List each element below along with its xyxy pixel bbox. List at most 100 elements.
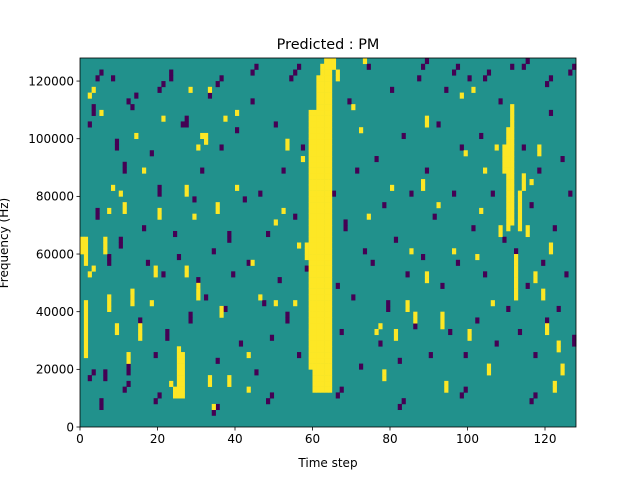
heatmap-cell-high bbox=[308, 230, 313, 238]
heatmap-cell-low bbox=[494, 340, 499, 347]
heatmap-cell-high bbox=[517, 213, 523, 220]
heatmap-cell-high bbox=[91, 86, 96, 93]
heatmap-cell-high bbox=[324, 115, 329, 122]
heatmap-cell-high bbox=[320, 248, 325, 255]
heatmap-cell-high bbox=[308, 161, 313, 168]
heatmap-cell-high bbox=[328, 236, 333, 243]
heatmap-cell-high bbox=[126, 352, 131, 359]
heatmap-cell-high bbox=[316, 161, 321, 168]
heatmap-cell-low bbox=[87, 375, 92, 382]
heatmap-cell-high bbox=[157, 207, 162, 214]
heatmap-cell-high bbox=[320, 230, 325, 238]
heatmap-cell-low bbox=[525, 58, 530, 65]
heatmap-cell-high bbox=[393, 328, 399, 336]
heatmap-cell-high bbox=[405, 300, 410, 307]
heatmap-cell-high bbox=[320, 109, 325, 116]
heatmap-cell-high bbox=[316, 202, 321, 209]
heatmap-cell-low bbox=[215, 403, 220, 411]
heatmap-cell-high bbox=[308, 127, 313, 134]
heatmap-cell-low bbox=[440, 282, 445, 289]
heatmap-cell-low bbox=[173, 230, 178, 238]
heatmap-cell-high bbox=[324, 69, 329, 76]
heatmap-cell-high bbox=[351, 104, 356, 111]
heatmap-cell-high bbox=[308, 173, 313, 180]
heatmap-cell-low bbox=[281, 167, 286, 174]
heatmap-cell-low bbox=[452, 69, 457, 76]
heatmap-cell-high bbox=[320, 346, 325, 353]
heatmap-cell-high bbox=[308, 219, 313, 226]
heatmap-cell-high bbox=[312, 184, 317, 191]
heatmap-cell-high bbox=[324, 386, 329, 393]
heatmap-cell-high bbox=[111, 184, 116, 191]
heatmap-cell-low bbox=[463, 386, 468, 393]
heatmap-cell-high bbox=[83, 254, 89, 261]
heatmap-cell-high bbox=[273, 219, 278, 226]
heatmap-cell-high bbox=[192, 213, 197, 220]
heatmap-cell-high bbox=[324, 213, 329, 220]
x-axis: 0 20 40 60 80 100 120 bbox=[76, 427, 556, 446]
heatmap-cell-high bbox=[316, 98, 321, 105]
heatmap-cell-low bbox=[378, 340, 383, 347]
heatmap-cell-high bbox=[308, 357, 313, 364]
heatmap-cell-high bbox=[320, 369, 325, 376]
heatmap-cell-low bbox=[390, 86, 395, 93]
heatmap-cell-high bbox=[328, 271, 333, 278]
heatmap-cell-high bbox=[312, 375, 317, 382]
heatmap-cell-low bbox=[417, 75, 422, 82]
heatmap-cell-low bbox=[486, 69, 492, 76]
heatmap-cell-high bbox=[320, 386, 325, 393]
heatmap-cell-high bbox=[320, 363, 325, 370]
heatmap-cell-high bbox=[83, 328, 89, 336]
heatmap-cell-high bbox=[316, 230, 321, 238]
heatmap-cell-high bbox=[320, 288, 325, 295]
heatmap-cell-high bbox=[130, 288, 135, 295]
heatmap-cell-high bbox=[362, 58, 368, 65]
heatmap-cell-high bbox=[324, 63, 329, 70]
heatmap-cell-high bbox=[312, 288, 317, 295]
heatmap-cell-high bbox=[308, 282, 313, 289]
heatmap-cell-low bbox=[545, 317, 550, 324]
heatmap-cell-high bbox=[510, 156, 515, 163]
heatmap-cell-high bbox=[324, 242, 329, 249]
heatmap-cell-high bbox=[180, 363, 185, 370]
heatmap-cell-low bbox=[359, 363, 364, 370]
heatmap-cell-low bbox=[421, 254, 426, 261]
heatmap-cell-high bbox=[328, 375, 333, 382]
heatmap-cell-high bbox=[316, 213, 321, 220]
heatmap-cell-high bbox=[514, 259, 519, 266]
heatmap-cell-low bbox=[227, 236, 232, 243]
heatmap-cell-low bbox=[556, 305, 561, 312]
heatmap-cell-low bbox=[157, 190, 162, 197]
heatmap-cell-low bbox=[250, 69, 255, 76]
heatmap-cell-high bbox=[324, 277, 329, 284]
y-tick-label: 20000 bbox=[36, 363, 74, 377]
heatmap-cell-high bbox=[374, 328, 379, 336]
heatmap-cell-high bbox=[312, 173, 317, 180]
heatmap-cell-high bbox=[207, 375, 213, 382]
heatmap-cell-high bbox=[312, 323, 317, 330]
heatmap-cell-high bbox=[324, 219, 329, 226]
heatmap-cell-low bbox=[347, 98, 352, 105]
heatmap-cell-high bbox=[227, 375, 232, 382]
heatmap-cell-high bbox=[328, 156, 333, 163]
heatmap-cell-low bbox=[180, 121, 185, 128]
heatmap-cell-high bbox=[312, 259, 317, 266]
heatmap-cell-high bbox=[316, 92, 321, 99]
heatmap-cell-high bbox=[440, 311, 445, 318]
heatmap-cell-low bbox=[483, 75, 488, 82]
heatmap-cell-low bbox=[455, 63, 461, 70]
heatmap-cell-high bbox=[293, 300, 298, 307]
heatmap-cell-high bbox=[316, 340, 321, 347]
heatmap-cell-low bbox=[95, 207, 100, 214]
heatmap-cell-low bbox=[424, 58, 430, 65]
y-axis: 0 20000 40000 60000 80000 100000 120000 bbox=[28, 74, 80, 434]
heatmap-cell-high bbox=[316, 156, 321, 163]
heatmap-cell-high bbox=[312, 121, 317, 128]
heatmap-cell-high bbox=[514, 282, 519, 289]
heatmap-cell-high bbox=[87, 271, 92, 278]
heatmap-cell-high bbox=[308, 254, 313, 261]
y-tick-label: 0 bbox=[66, 420, 74, 434]
heatmap-cell-high bbox=[316, 248, 321, 255]
heatmap-cell-high bbox=[300, 156, 306, 163]
heatmap-cell-high bbox=[196, 294, 201, 301]
